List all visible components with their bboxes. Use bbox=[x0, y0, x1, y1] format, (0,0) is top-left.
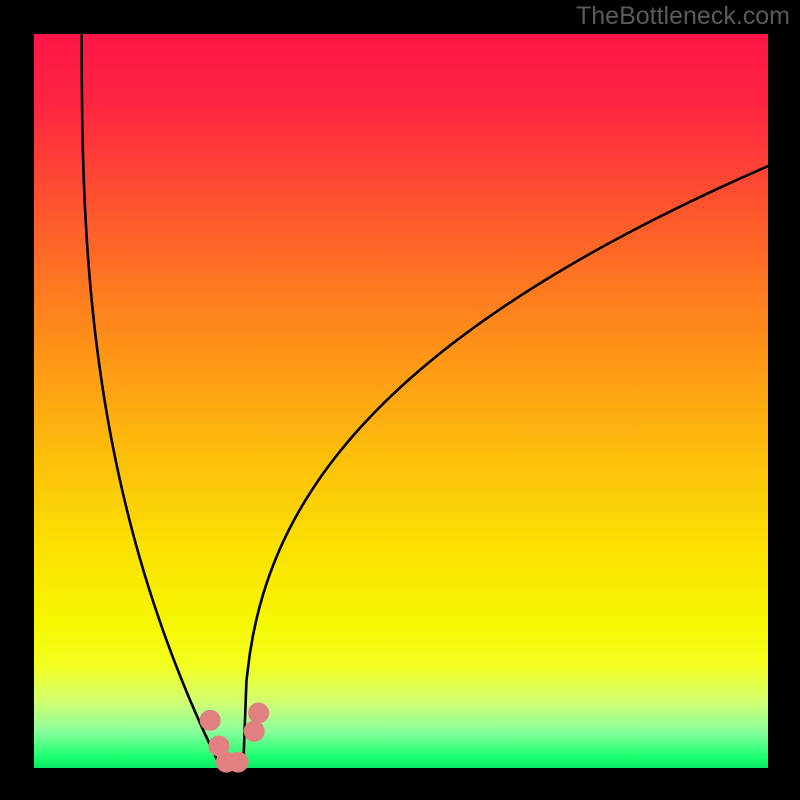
plot-background bbox=[34, 34, 768, 768]
bottleneck-chart bbox=[0, 0, 800, 800]
chart-container: TheBottleneck.com bbox=[0, 0, 800, 800]
watermark-text: TheBottleneck.com bbox=[576, 2, 790, 31]
data-marker bbox=[228, 752, 248, 772]
data-marker bbox=[249, 703, 269, 723]
data-marker bbox=[244, 721, 264, 741]
data-marker bbox=[200, 710, 220, 730]
